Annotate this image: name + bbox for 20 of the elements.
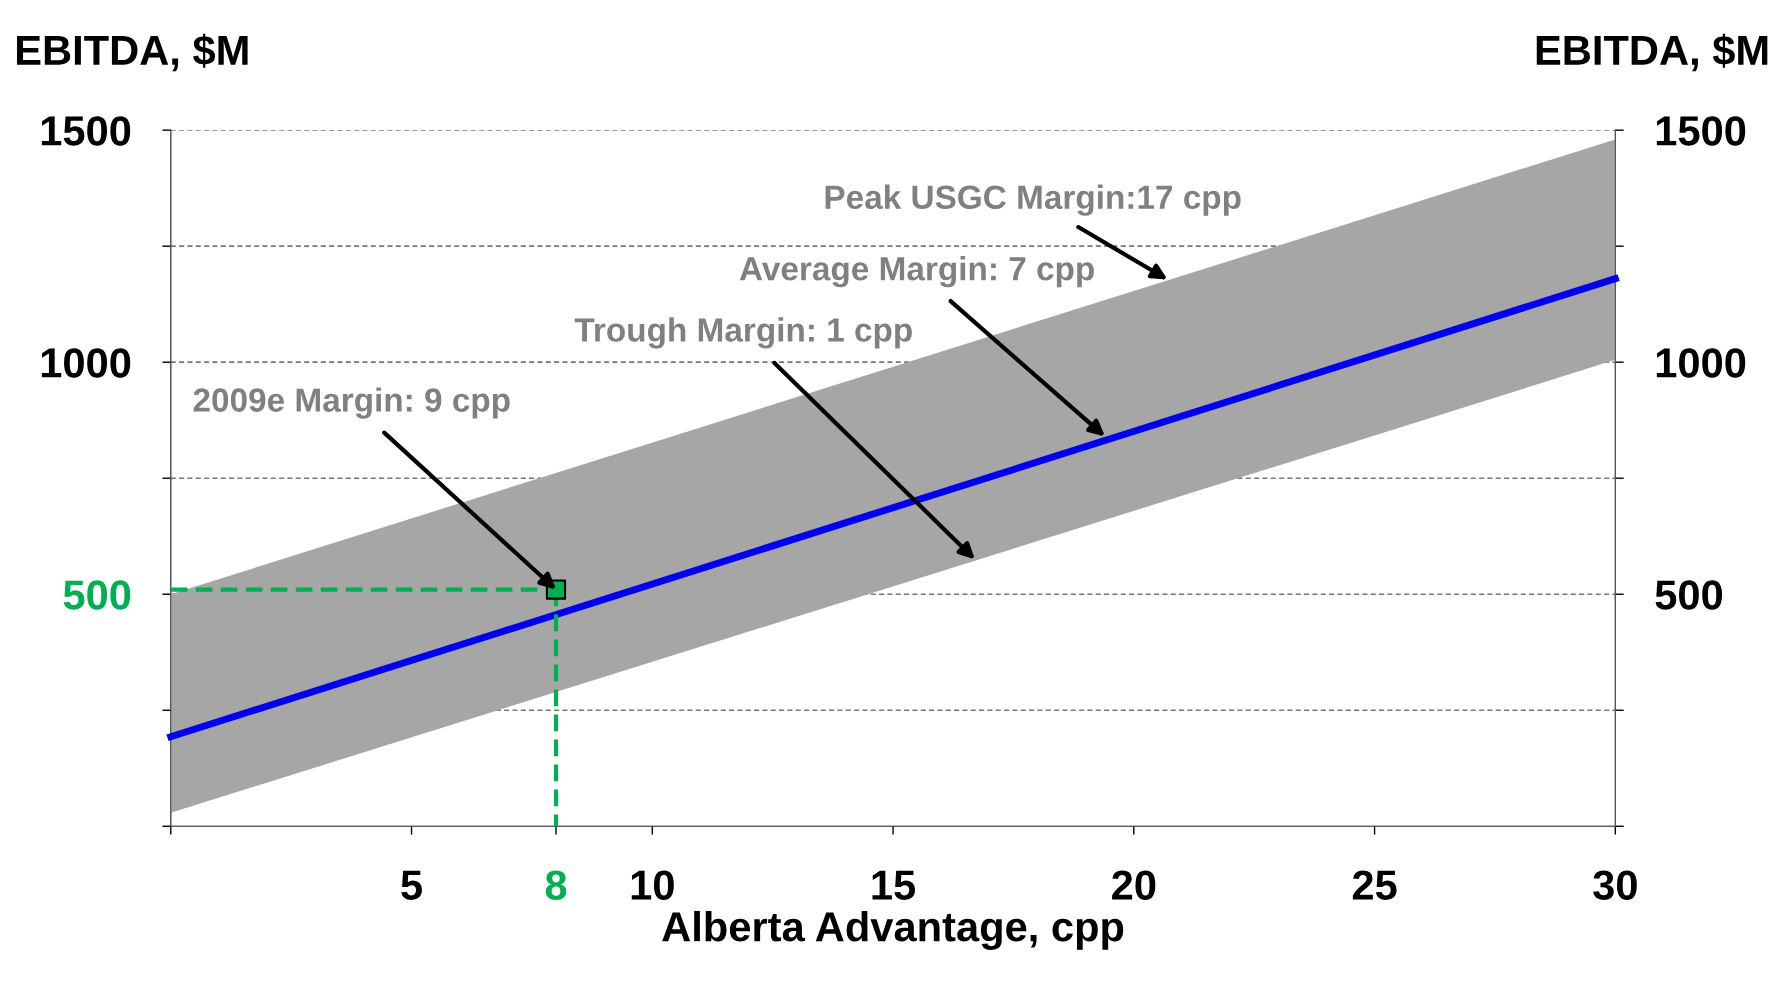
x-axis-title: Alberta Advantage, cpp	[662, 910, 1124, 950]
y-tick-label: 1500	[41, 116, 131, 146]
x-tick-label: 30	[1593, 870, 1637, 900]
annotation: Peak USGC Margin:17 cpp	[825, 184, 1241, 216]
y2-axis-title: EBITDA, $M	[1536, 33, 1768, 72]
y-axis-title: EBITDA, $M	[17, 33, 248, 72]
y-tick-label: 1000	[41, 348, 131, 378]
x-tick-label: 25	[1352, 870, 1397, 900]
y2-tick-label: 1500	[1656, 116, 1746, 146]
x-tick-label: 5	[401, 870, 422, 900]
annotation: Average Margin: 7 cpp	[739, 256, 1094, 288]
annotation: 2009e Margin: 9 cpp	[193, 387, 510, 419]
x-tick-label: 10	[631, 870, 674, 900]
x-tick-label: 8	[545, 870, 567, 900]
y2-tick-label: 500	[1655, 580, 1723, 610]
y-tick-label: 500	[63, 580, 131, 610]
x-tick-label: 15	[872, 870, 916, 900]
y2-tick-label: 1000	[1656, 348, 1746, 378]
x-tick-label: 20	[1112, 870, 1156, 900]
annotation: Trough Margin: 1 cpp	[574, 317, 912, 349]
